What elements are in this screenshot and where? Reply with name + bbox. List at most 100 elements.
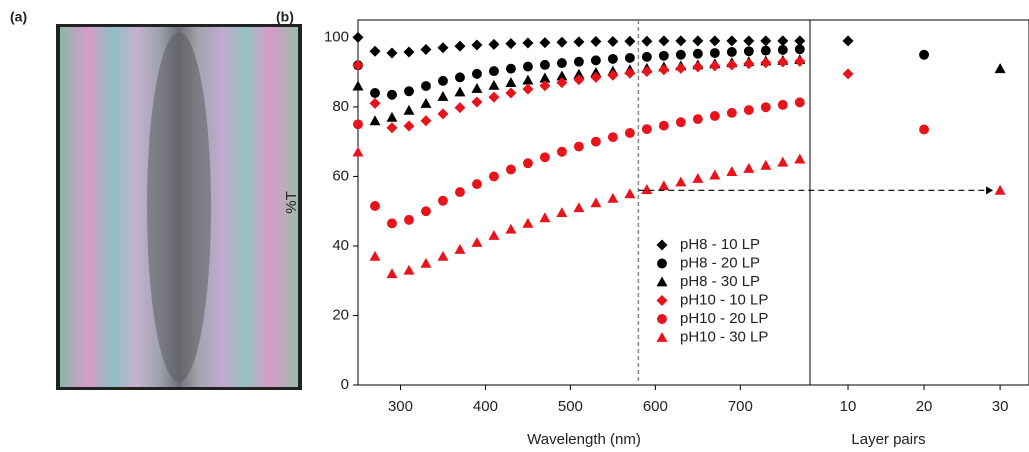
legend-label: pH8 - 30 LP [680, 273, 760, 290]
marker [794, 44, 805, 55]
marker [624, 67, 636, 79]
x-tick-label: 500 [558, 398, 583, 415]
marker [590, 197, 602, 208]
marker [624, 128, 635, 138]
marker [471, 236, 483, 247]
marker [590, 71, 602, 83]
marker [675, 49, 686, 60]
marker [556, 146, 567, 157]
marker [743, 35, 755, 47]
y-tick-label: 100 [324, 28, 349, 45]
marker [658, 180, 670, 191]
panel-label: (a) [10, 9, 27, 25]
marker [369, 97, 381, 109]
marker [573, 141, 584, 152]
marker [505, 223, 517, 234]
marker [919, 49, 930, 60]
marker [624, 52, 635, 63]
marker [352, 146, 364, 157]
marker [692, 48, 703, 59]
marker [794, 97, 805, 108]
x-axis-label: Wavelength (nm) [527, 431, 641, 448]
marker [352, 80, 364, 91]
x-tick-label: 700 [728, 398, 753, 415]
marker [726, 166, 738, 176]
x-tick-label: 10 [840, 398, 857, 415]
marker [556, 58, 567, 69]
marker [386, 111, 398, 122]
marker [421, 206, 431, 217]
marker [692, 61, 704, 73]
legend-label: pH10 - 30 LP [680, 328, 768, 345]
legend-label: pH10 - 10 LP [680, 291, 768, 308]
marker [454, 40, 466, 52]
marker [471, 39, 483, 51]
marker [488, 230, 500, 240]
marker [675, 176, 687, 187]
marker [692, 35, 704, 47]
marker [539, 152, 550, 163]
marker [539, 59, 550, 70]
marker [641, 184, 653, 195]
marker [675, 35, 687, 47]
marker [539, 80, 551, 92]
marker [994, 63, 1006, 74]
marker [352, 31, 364, 43]
marker [438, 195, 448, 206]
marker [726, 59, 738, 71]
x-tick-label: 30 [992, 398, 1009, 415]
marker [488, 79, 500, 90]
marker [777, 99, 788, 110]
marker [539, 212, 551, 223]
marker [437, 250, 449, 261]
marker [505, 38, 517, 50]
marker [842, 68, 854, 80]
marker [403, 120, 415, 132]
marker [522, 158, 533, 169]
marker [777, 156, 789, 167]
marker [438, 75, 448, 86]
marker [437, 108, 449, 120]
marker [624, 188, 636, 199]
marker [455, 72, 465, 83]
x-tick-label: 600 [643, 398, 668, 415]
marker [522, 37, 534, 49]
marker [607, 53, 618, 64]
marker [657, 314, 667, 324]
marker [454, 86, 466, 97]
marker [994, 184, 1006, 195]
marker [743, 105, 754, 115]
marker [420, 257, 432, 268]
panel-label: (b) [276, 9, 294, 25]
marker [641, 124, 652, 135]
y-tick-label: 20 [332, 306, 349, 323]
marker [556, 36, 568, 48]
marker [794, 35, 806, 47]
marker [369, 250, 381, 261]
marker [471, 82, 483, 93]
x-axis-label: Layer pairs [851, 431, 925, 448]
marker [573, 56, 584, 67]
marker [658, 120, 669, 131]
marker [658, 50, 669, 61]
marker [607, 192, 619, 203]
y-tick-label: 60 [332, 167, 349, 184]
marker [760, 159, 772, 170]
marker [369, 45, 381, 57]
marker [726, 35, 738, 47]
marker [657, 258, 667, 269]
marker [471, 179, 482, 190]
marker [387, 218, 397, 229]
y-tick-label: 80 [332, 98, 349, 115]
marker [760, 35, 772, 47]
marker [573, 202, 585, 213]
x-tick-label: 300 [388, 398, 413, 415]
marker [658, 35, 670, 47]
marker [387, 89, 397, 100]
marker [641, 35, 653, 47]
marker [352, 59, 364, 71]
marker [760, 102, 771, 113]
marker [692, 173, 704, 183]
marker [641, 51, 652, 62]
